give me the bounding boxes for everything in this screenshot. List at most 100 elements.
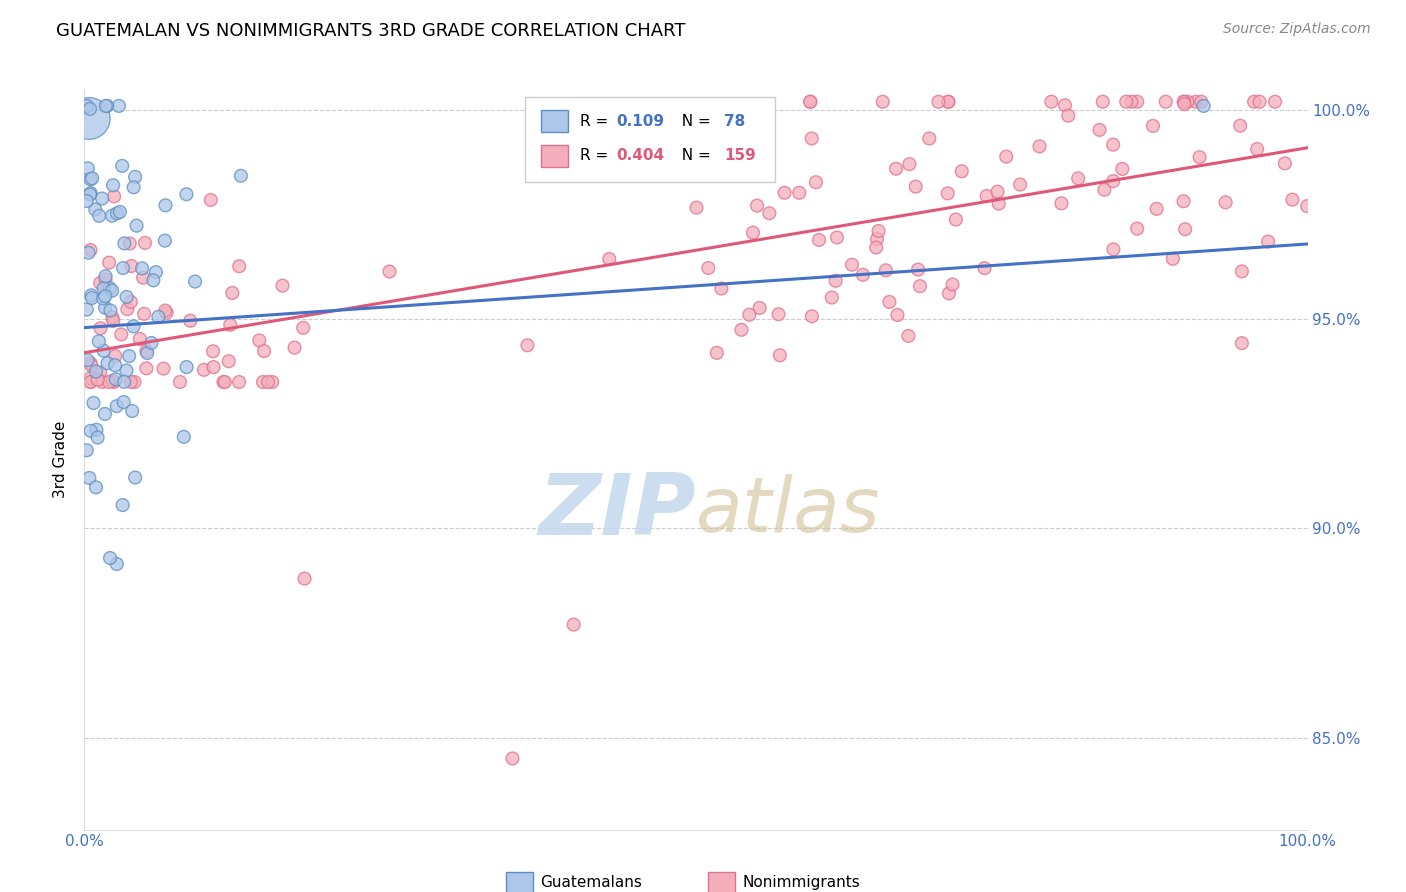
Point — [745, 199, 768, 213]
Point — [1126, 95, 1149, 109]
Point — [1243, 95, 1265, 109]
Point — [884, 161, 907, 176]
FancyBboxPatch shape — [709, 871, 735, 892]
Point — [79, 102, 101, 116]
Point — [1185, 95, 1208, 109]
Point — [1257, 235, 1279, 249]
Text: 0.404: 0.404 — [616, 148, 665, 163]
Point — [1215, 195, 1237, 210]
Point — [122, 319, 145, 334]
Point — [950, 164, 973, 178]
Point — [76, 443, 98, 458]
Point — [212, 375, 235, 389]
Point — [118, 349, 141, 363]
Point — [872, 95, 894, 109]
Point — [685, 201, 707, 215]
Point — [94, 407, 117, 421]
Point — [866, 232, 889, 246]
Text: R =: R = — [579, 113, 613, 128]
Point — [101, 374, 124, 388]
Point — [1189, 95, 1212, 109]
Point — [173, 430, 195, 444]
Point — [101, 310, 124, 325]
Point — [76, 353, 98, 368]
Point — [105, 206, 128, 220]
Text: Guatemalans: Guatemalans — [541, 875, 643, 890]
Point — [105, 557, 128, 571]
Point — [103, 314, 125, 328]
Point — [710, 281, 733, 295]
Point — [1249, 95, 1271, 109]
Point — [1229, 119, 1251, 133]
Point — [214, 375, 236, 389]
Point — [1111, 161, 1133, 176]
Point — [202, 360, 225, 375]
Point — [93, 343, 115, 358]
Point — [1092, 183, 1115, 197]
Point — [128, 332, 150, 346]
Text: N =: N = — [672, 113, 716, 128]
Point — [1173, 194, 1195, 209]
Point — [97, 375, 120, 389]
Point — [80, 359, 103, 373]
Text: atlas: atlas — [696, 475, 880, 549]
Text: R =: R = — [579, 148, 613, 163]
Point — [730, 323, 752, 337]
Point — [824, 274, 846, 288]
Point — [927, 95, 949, 109]
Point — [79, 356, 101, 370]
Point — [219, 318, 242, 332]
Point — [875, 263, 897, 277]
Point — [516, 338, 538, 352]
Point — [91, 375, 114, 389]
Point — [135, 344, 157, 359]
Point — [918, 131, 941, 145]
Point — [252, 375, 274, 389]
Point — [124, 169, 146, 184]
Point — [141, 336, 163, 351]
Point — [262, 375, 284, 389]
Point — [598, 252, 620, 266]
Point — [89, 366, 111, 380]
Point — [1121, 95, 1143, 109]
Point — [94, 99, 117, 113]
Point — [76, 194, 98, 208]
FancyBboxPatch shape — [541, 145, 568, 167]
Point — [1067, 171, 1090, 186]
Point — [80, 291, 103, 305]
Point — [292, 321, 315, 335]
Point — [112, 236, 135, 251]
Point — [82, 171, 104, 186]
Point — [104, 372, 127, 386]
Point — [155, 198, 177, 212]
Point — [1091, 95, 1114, 109]
Point — [111, 498, 134, 512]
Point — [111, 159, 134, 173]
Point — [742, 226, 765, 240]
Point — [1088, 123, 1111, 137]
Point — [1102, 243, 1125, 257]
Point — [132, 270, 155, 285]
Point — [104, 358, 127, 372]
Point — [145, 265, 167, 279]
Point — [1057, 109, 1080, 123]
Point — [121, 404, 143, 418]
Point — [1010, 178, 1032, 192]
Point — [111, 261, 134, 276]
Point — [98, 551, 121, 566]
Point — [787, 186, 810, 200]
Point — [112, 395, 135, 409]
Point — [1161, 252, 1184, 266]
Point — [110, 327, 132, 342]
Point — [80, 424, 103, 438]
Point — [176, 187, 198, 202]
Point — [284, 341, 307, 355]
Point — [973, 261, 995, 276]
Point — [100, 303, 122, 318]
Point — [1296, 199, 1319, 213]
Point — [153, 234, 176, 248]
Point — [93, 281, 115, 295]
Point — [83, 396, 105, 410]
Point — [80, 288, 103, 302]
Point — [800, 131, 823, 145]
